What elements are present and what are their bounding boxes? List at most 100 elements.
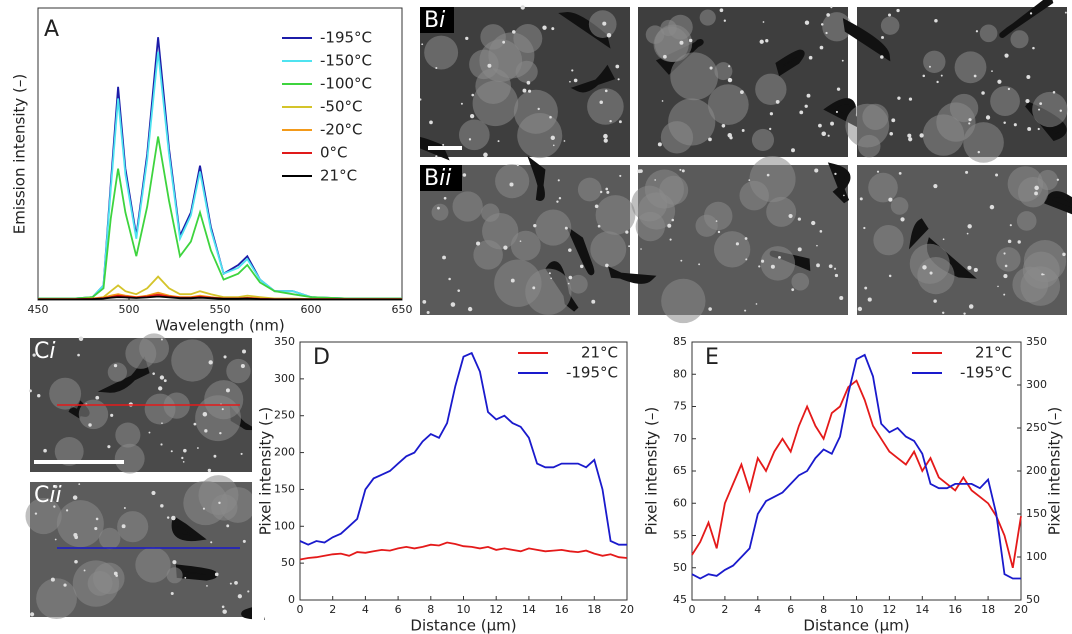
granule: [778, 255, 781, 259]
granule: [207, 468, 212, 473]
granule: [791, 148, 795, 153]
crack: [171, 515, 207, 542]
label-letter: B: [424, 166, 439, 191]
granule: [53, 505, 56, 508]
granule: [940, 74, 943, 77]
granule: [828, 264, 833, 269]
granule: [995, 173, 999, 177]
granule: [922, 265, 927, 270]
granule: [448, 277, 451, 281]
y-tick-label: 250: [274, 409, 295, 422]
granule: [468, 138, 472, 141]
granule: [1043, 273, 1045, 276]
y-tick-label: 75: [673, 400, 687, 413]
granule: [242, 539, 246, 543]
granule: [148, 431, 151, 434]
legend-label: -195°C: [320, 29, 372, 47]
y-tick-label: 200: [274, 446, 295, 459]
granule: [765, 39, 769, 43]
granule: [811, 220, 816, 226]
granule: [766, 173, 770, 177]
granule: [94, 526, 98, 531]
x-tick-label: 0: [297, 603, 304, 616]
granule: [54, 485, 58, 489]
granule: [735, 242, 739, 246]
granule: [835, 110, 839, 114]
granule: [941, 311, 945, 315]
granule: [1003, 252, 1006, 255]
granule: [639, 169, 643, 173]
crack: [999, 0, 1054, 38]
granule: [83, 569, 86, 572]
cell: [979, 24, 998, 43]
granule: [193, 422, 197, 426]
granule: [65, 509, 69, 512]
y2-tick-label: 200: [1026, 464, 1047, 477]
crack: [527, 155, 546, 201]
cell: [25, 497, 62, 535]
crack: [775, 49, 805, 77]
granule: [437, 206, 440, 210]
cell: [171, 339, 214, 382]
y2-tick-label: 350: [1026, 335, 1047, 348]
granule: [28, 389, 32, 393]
granule: [533, 223, 537, 228]
granule: [744, 237, 748, 240]
image-label: Bii: [424, 166, 451, 191]
granule: [1009, 224, 1012, 227]
granule: [1027, 127, 1032, 131]
granule: [1017, 240, 1021, 244]
cell: [909, 243, 950, 284]
cell: [482, 213, 519, 250]
granule: [942, 238, 945, 241]
granule: [1037, 127, 1040, 131]
cell: [923, 50, 946, 74]
granule: [797, 217, 801, 221]
granule: [519, 240, 522, 243]
granule: [520, 5, 525, 10]
granule: [887, 13, 892, 17]
granule: [77, 353, 80, 357]
granule: [758, 265, 761, 268]
granule: [973, 74, 977, 78]
granule: [891, 118, 896, 123]
granule: [556, 200, 559, 203]
granule: [605, 263, 609, 268]
granule: [966, 232, 969, 235]
granule: [1056, 178, 1060, 181]
cell: [695, 214, 718, 237]
granule: [928, 65, 931, 68]
granule: [859, 197, 863, 201]
granule: [744, 309, 747, 312]
image-label: Bi: [424, 8, 445, 33]
granule: [161, 422, 163, 424]
granule: [54, 538, 57, 541]
cell: [954, 51, 987, 84]
cell: [751, 128, 775, 152]
granule: [43, 448, 47, 453]
granule: [171, 515, 176, 521]
granule: [113, 363, 118, 368]
granule: [221, 408, 224, 411]
granule: [827, 134, 830, 137]
granule: [471, 93, 475, 97]
crack: [827, 162, 851, 204]
granule: [709, 66, 713, 70]
cell: [766, 196, 797, 227]
granule: [218, 501, 221, 505]
granule: [770, 264, 775, 269]
granule: [1004, 264, 1008, 268]
granule: [1007, 87, 1011, 91]
granule: [698, 263, 701, 266]
cell: [98, 527, 121, 550]
granule: [929, 271, 933, 275]
crack: [566, 225, 595, 276]
granule: [661, 100, 664, 102]
cell: [49, 377, 82, 410]
cell: [587, 88, 624, 125]
y2-tick-label: 50: [1026, 593, 1040, 606]
granule: [548, 272, 551, 275]
x-tick-label: 10: [850, 603, 864, 616]
cell: [868, 172, 898, 203]
granule: [510, 278, 515, 283]
